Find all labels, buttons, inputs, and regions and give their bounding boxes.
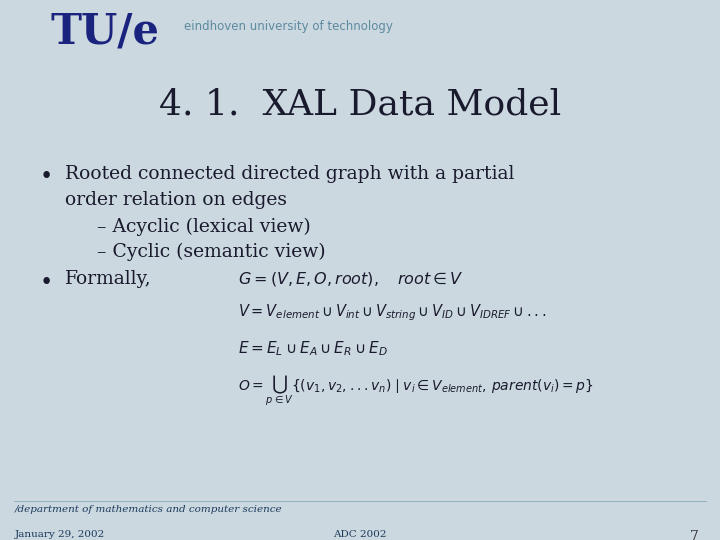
Text: ADC 2002: ADC 2002 — [333, 530, 387, 539]
Text: – Acyclic (lexical view): – Acyclic (lexical view) — [97, 218, 311, 235]
Text: /department of mathematics and computer science: /department of mathematics and computer … — [14, 505, 282, 514]
Text: 7: 7 — [690, 530, 698, 540]
Text: Rooted connected directed graph with a partial: Rooted connected directed graph with a p… — [65, 165, 514, 183]
Text: $G = (V, E, O, root),\quad root \in V$: $G = (V, E, O, root),\quad root \in V$ — [238, 270, 463, 288]
Text: $V = V_{element} \cup V_{int} \cup V_{string} \cup V_{ID} \cup V_{IDREF} \cup ..: $V = V_{element} \cup V_{int} \cup V_{st… — [238, 303, 546, 323]
Text: eindhoven university of technology: eindhoven university of technology — [184, 20, 392, 33]
Text: – Cyclic (semantic view): – Cyclic (semantic view) — [97, 243, 326, 261]
Text: $O = \bigcup_{p \in V} \{(v_1, v_2,...v_n) \mid v_i \in V_{element},\, parent(v_: $O = \bigcup_{p \in V} \{(v_1, v_2,...v_… — [238, 373, 593, 408]
Text: Formally,: Formally, — [65, 270, 151, 288]
Text: 4. 1.  XAL Data Model: 4. 1. XAL Data Model — [159, 87, 561, 122]
Text: order relation on edges: order relation on edges — [65, 191, 287, 208]
Text: •: • — [40, 166, 53, 188]
Text: January 29, 2002: January 29, 2002 — [14, 530, 104, 539]
Text: $E = E_L \cup E_A \cup E_R \cup E_D$: $E = E_L \cup E_A \cup E_R \cup E_D$ — [238, 339, 387, 357]
Text: TU/e: TU/e — [50, 11, 159, 52]
Text: •: • — [40, 272, 53, 294]
